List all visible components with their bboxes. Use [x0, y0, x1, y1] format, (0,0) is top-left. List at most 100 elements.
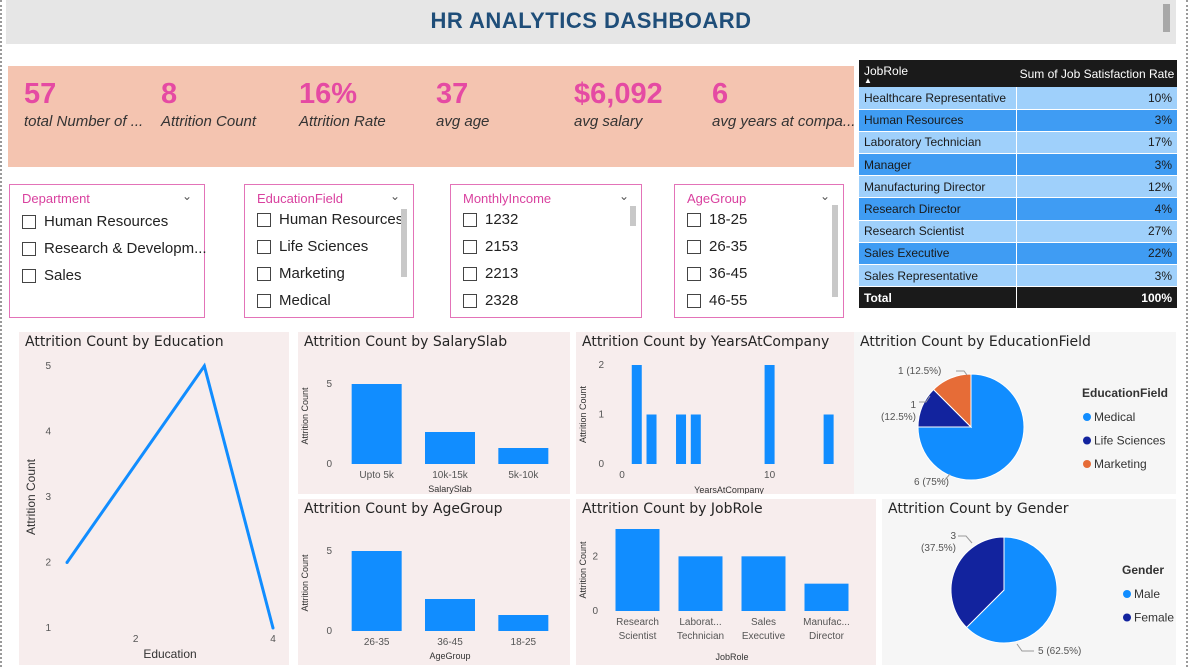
slicer-option[interactable]: 18-25 — [687, 211, 747, 228]
x-tick-label: Upto 5k — [359, 470, 394, 481]
x-tick-label: Scientist — [619, 631, 657, 642]
bar — [425, 599, 475, 631]
slicer-option[interactable]: Human Resources — [257, 211, 403, 228]
slice-label: 6 (75%) — [914, 477, 949, 488]
chart-attrition-by-agegroup[interactable]: Attrition Count by AgeGroup 0 5 Attrition … — [298, 499, 570, 665]
chart-title: Attrition Count by JobRole — [582, 501, 763, 517]
checkbox[interactable] — [22, 268, 36, 283]
right-dotted-border — [1186, 0, 1188, 667]
slicer-option[interactable]: Research & Developm... — [22, 240, 207, 257]
slicer-option[interactable]: Life Sciences — [257, 238, 368, 255]
slicer-option[interactable]: Sales — [22, 267, 82, 284]
slicer-option[interactable]: 1232 — [463, 211, 518, 228]
table-header-row: JobRole ▲ Sum of Job Satisfaction Rate — [859, 60, 1177, 87]
x-tick-label: Research — [616, 617, 659, 628]
cell-value: 3% — [1016, 264, 1177, 288]
chart-attrition-by-gender[interactable]: Attrition Count by Gender 5 (62.5%) 3 (37.… — [882, 499, 1176, 665]
legend-item: Male — [1134, 587, 1160, 601]
slicer-option[interactable]: 2153 — [463, 238, 518, 255]
leader-line — [919, 395, 931, 403]
chevron-down-icon[interactable]: ⌄ — [619, 189, 630, 203]
x-axis-label: YearsAtCompany — [694, 485, 764, 494]
chart-attrition-by-yearsatcompany[interactable]: Attrition Count by YearsAtCompany 0 1 2 0 10… — [576, 332, 854, 494]
column-header-satisfaction[interactable]: Sum of Job Satisfaction Rate — [1016, 60, 1177, 87]
slicer-monthly-income[interactable]: MonthlyIncome ⌄ 1232 2153 2213 2328 — [450, 184, 642, 318]
kpi-label: avg age — [436, 113, 490, 130]
bar — [351, 551, 402, 631]
slicer-option[interactable]: 2328 — [463, 292, 518, 309]
chart-attrition-by-salaryslab[interactable]: Attrition Count by SalarySlab 0 5 Attritio… — [298, 332, 570, 494]
title-scrollbar[interactable] — [1163, 4, 1170, 32]
y-tick-label: 0 — [598, 459, 604, 470]
slicer-option[interactable]: 46-55 — [687, 292, 747, 309]
chart-attrition-by-educationfield[interactable]: Attrition Count by EducationField 6 (75%… — [854, 332, 1176, 494]
y-tick-label: 2 — [598, 360, 604, 371]
x-tick-label: 0 — [619, 470, 625, 481]
cell-role: Laboratory Technician — [859, 131, 1017, 155]
chevron-down-icon[interactable]: ⌄ — [390, 189, 401, 203]
pie-chart-svg: 6 (75%) 1(12.5%) 1 (12.5%) EducationField Me… — [881, 366, 1168, 488]
title-bar: HR ANALYTICS DASHBOARD — [6, 0, 1176, 44]
x-tick-label: Laborat... — [679, 617, 721, 628]
slice-label: 1 (12.5%) — [898, 366, 941, 377]
legend-title: Gender — [1122, 563, 1164, 577]
y-tick-label: 5 — [45, 361, 51, 372]
checkbox[interactable] — [687, 266, 701, 281]
table-row: Sales Representative 3% — [859, 264, 1177, 288]
cell-value: 3% — [1016, 153, 1177, 177]
kpi-value: 37 — [436, 78, 469, 110]
x-axis-label: JobRole — [715, 652, 748, 662]
slicer-option[interactable]: Medical — [257, 292, 331, 309]
slicer-scrollbar[interactable] — [832, 205, 838, 297]
slicer-education-field[interactable]: EducationField ⌄ Human Resources Life Sc… — [244, 184, 414, 318]
checkbox[interactable] — [687, 239, 701, 254]
bar — [678, 556, 723, 611]
slicer-option[interactable]: Human Resources — [22, 213, 168, 230]
legend-item: Marketing — [1094, 457, 1147, 471]
bar — [804, 583, 849, 611]
option-label: 2328 — [485, 292, 519, 309]
checkbox[interactable] — [687, 212, 701, 227]
slicer-option[interactable]: 36-45 — [687, 265, 747, 282]
checkbox[interactable] — [687, 293, 701, 308]
sort-arrow-icon: ▲ — [864, 75, 872, 85]
kpi-band: 57 total Number of ... 8 Attrition Count… — [8, 66, 855, 167]
x-tick-label: 36-45 — [437, 637, 463, 648]
chart-attrition-by-education[interactable]: Attrition Count by Education 1 2 3 4 5 2 4 Educ… — [19, 332, 289, 665]
slicer-scrollbar[interactable] — [630, 206, 636, 226]
option-label: Sales — [44, 267, 82, 284]
slicer-option[interactable]: 26-35 — [687, 238, 747, 255]
column-header-jobrole[interactable]: JobRole ▲ — [859, 60, 1017, 87]
checkbox[interactable] — [463, 212, 477, 227]
checkbox[interactable] — [257, 239, 271, 254]
slicer-scrollbar[interactable] — [401, 209, 407, 277]
checkbox[interactable] — [257, 266, 271, 281]
checkbox[interactable] — [463, 293, 477, 308]
checkbox[interactable] — [463, 266, 477, 281]
bar-chart-svg: 0 2 Attrition Count Research Scientist Labora… — [578, 529, 850, 662]
chevron-down-icon[interactable]: ⌄ — [182, 189, 193, 203]
chevron-down-icon[interactable]: ⌄ — [820, 189, 831, 203]
slicer-option[interactable]: 2213 — [463, 265, 518, 282]
checkbox[interactable] — [22, 241, 36, 256]
chart-title: Attrition Count by Gender — [888, 501, 1069, 517]
y-axis-label: Attrition Count — [24, 458, 38, 535]
x-tick-label: 10 — [764, 470, 776, 481]
y-tick-label: 2 — [45, 558, 51, 569]
slicer-option[interactable]: Marketing — [257, 265, 345, 282]
checkbox[interactable] — [463, 239, 477, 254]
slicer-department[interactable]: Department ⌄ Human Resources Research & … — [9, 184, 207, 318]
chart-attrition-by-jobrole[interactable]: Attrition Count by JobRole 0 2 Attrition C… — [576, 499, 876, 665]
chart-title: Attrition Count by Education — [25, 334, 224, 350]
checkbox[interactable] — [22, 214, 36, 229]
y-tick-label: 5 — [326, 379, 332, 390]
legend-item: Female — [1134, 611, 1174, 625]
slicer-title: EducationField — [257, 191, 343, 206]
leader-line — [956, 370, 968, 376]
checkbox[interactable] — [257, 212, 271, 227]
slicer-age-group[interactable]: AgeGroup ⌄ 18-25 26-35 36-45 46-55 — [674, 184, 844, 318]
x-tick-label: 4 — [270, 634, 276, 645]
job-satisfaction-table: JobRole ▲ Sum of Job Satisfaction Rate He… — [859, 60, 1177, 312]
checkbox[interactable] — [257, 293, 271, 308]
cell-role: Healthcare Representative — [859, 87, 1017, 110]
